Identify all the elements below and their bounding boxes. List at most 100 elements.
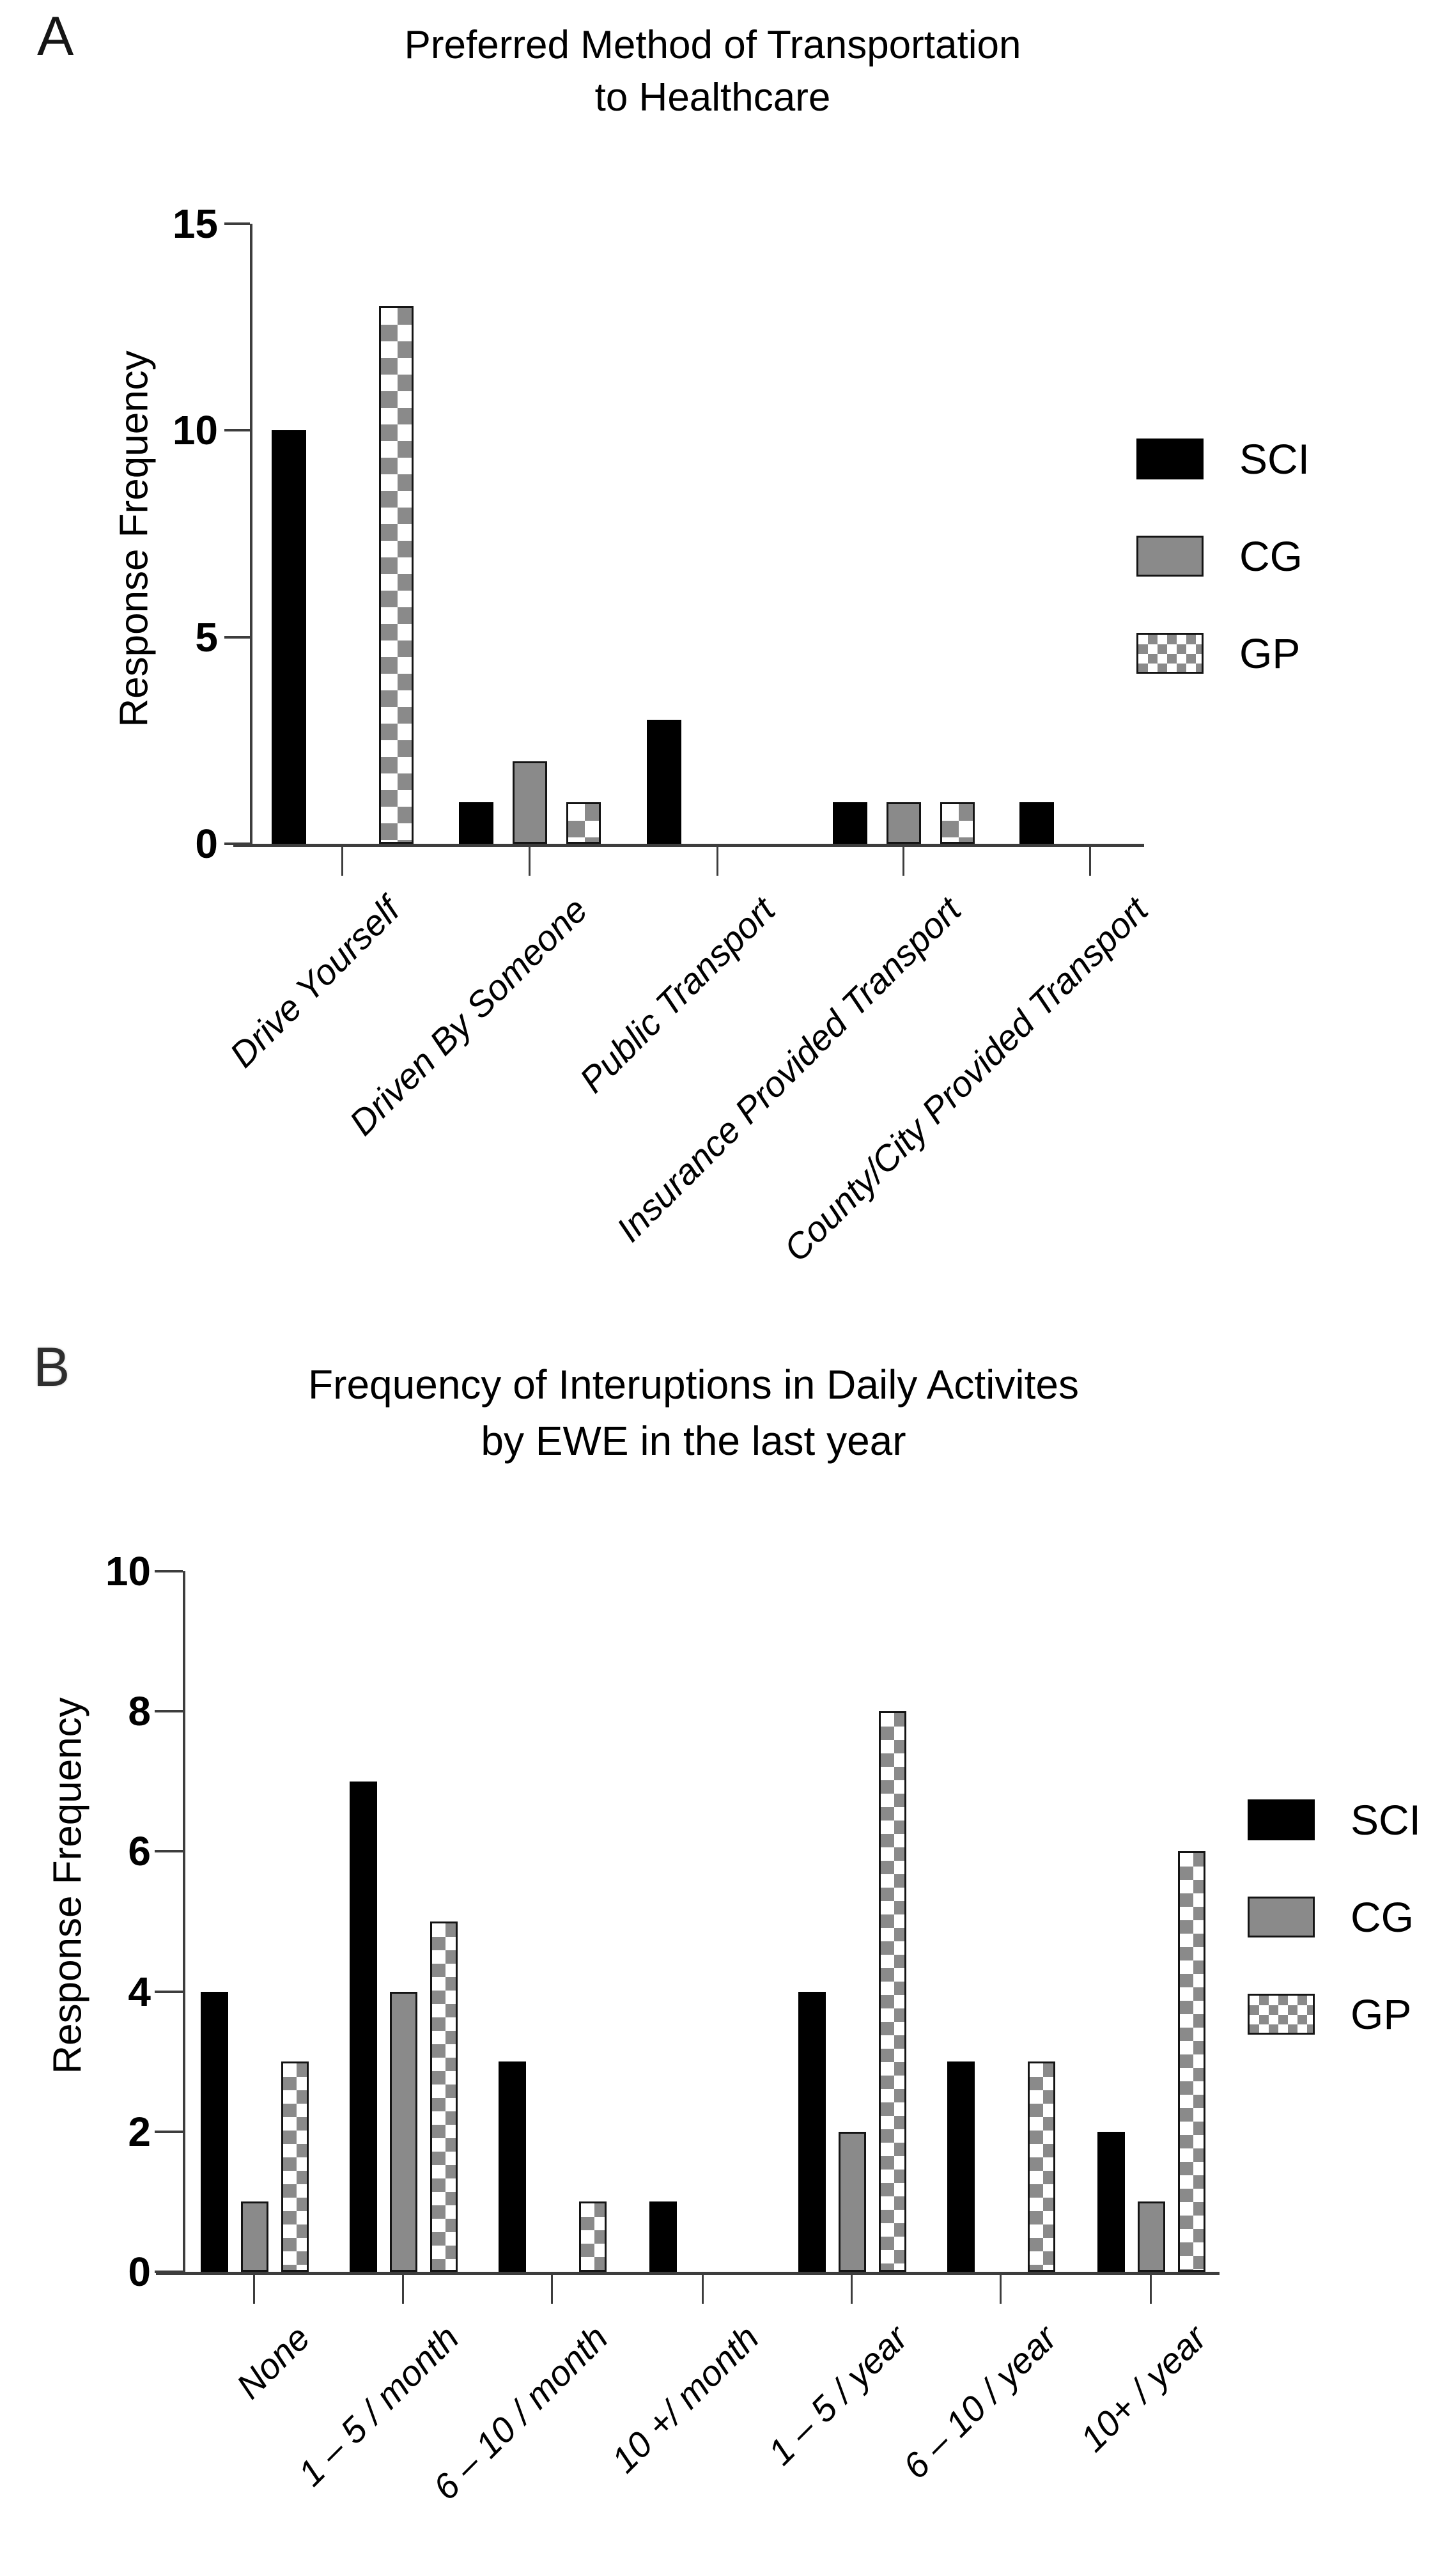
legend-swatch-gp xyxy=(1136,633,1204,674)
bar-gp-category-0 xyxy=(379,306,414,844)
bar-cg-category-1 xyxy=(389,1991,417,2272)
bar-gp-category-4 xyxy=(878,1711,906,2272)
x-category-label: 1 – 5 / month xyxy=(290,2317,467,2494)
bar-sci-category-3 xyxy=(649,2201,677,2272)
panel-a-title-line2: to Healthcare xyxy=(594,75,831,120)
bar-gp-category-3 xyxy=(940,802,975,844)
y-axis-tick-label: 0 xyxy=(128,2249,151,2295)
y-axis-tick-label: 15 xyxy=(172,201,218,247)
y-axis-tick-label: 6 xyxy=(128,1828,151,1875)
x-axis-line xyxy=(233,844,1144,847)
bar-sci-category-3 xyxy=(833,802,867,844)
bar-cg-category-1 xyxy=(513,761,547,844)
bar-sci-category-1 xyxy=(349,1781,377,2272)
x-axis-tick xyxy=(402,2274,404,2304)
x-axis-tick xyxy=(529,846,531,876)
x-category-label: Insurance Provided Transport xyxy=(608,889,969,1250)
bar-sci-category-1 xyxy=(459,802,493,844)
panel-b-y-axis-label: Response Frequency xyxy=(45,1697,90,2074)
panel-a-label: A xyxy=(37,6,74,67)
x-category-label: None xyxy=(228,2317,318,2407)
x-axis-tick xyxy=(1000,2274,1002,2304)
x-axis-line xyxy=(156,2272,1220,2275)
bar-gp-category-6 xyxy=(1177,1851,1205,2272)
bar-gp-category-5 xyxy=(1027,2061,1055,2272)
x-axis-tick xyxy=(902,846,904,876)
legend-swatch-sci xyxy=(1136,439,1204,479)
x-axis-tick xyxy=(702,2274,704,2304)
bar-cg-category-0 xyxy=(240,2201,268,2272)
legend-swatch-cg xyxy=(1248,1897,1315,1937)
bar-sci-category-0 xyxy=(272,430,306,844)
bar-cg-category-3 xyxy=(887,802,921,844)
x-axis-tick xyxy=(551,2274,553,2304)
y-axis-tick xyxy=(155,2130,183,2133)
y-axis-tick-label: 0 xyxy=(195,821,218,867)
bar-sci-category-6 xyxy=(1097,2131,1125,2272)
x-category-label: Driven By Someone xyxy=(341,889,595,1143)
panel-a-y-axis-label: Response Frequency xyxy=(112,350,157,727)
y-axis-tick xyxy=(224,635,250,639)
legend-swatch-gp xyxy=(1248,1994,1315,2035)
bar-sci-category-2 xyxy=(647,720,681,844)
bar-sci-category-4 xyxy=(1019,802,1054,844)
panel-b-title-line1: Frequency of Interuptions in Daily Activ… xyxy=(308,1362,1079,1408)
y-axis-tick xyxy=(155,1850,183,1853)
y-axis-tick xyxy=(224,429,250,432)
legend-label-sci: SCI xyxy=(1351,1796,1421,1844)
x-axis-tick xyxy=(716,846,718,876)
bar-sci-category-4 xyxy=(798,1991,826,2272)
y-axis-tick xyxy=(155,1710,183,1713)
bar-sci-category-2 xyxy=(498,2061,526,2272)
panel-b-title-line2: by EWE in the last year xyxy=(481,1418,906,1464)
bar-gp-category-1 xyxy=(566,802,601,844)
legend-label-sci: SCI xyxy=(1239,435,1310,483)
bar-sci-category-0 xyxy=(200,1991,228,2272)
legend-swatch-sci xyxy=(1248,1799,1315,1840)
x-axis-tick xyxy=(1089,846,1091,876)
y-axis-tick-label: 5 xyxy=(195,614,218,660)
bar-gp-category-2 xyxy=(578,2201,607,2272)
legend-label-gp: GP xyxy=(1351,1991,1412,2038)
x-category-label: 6 – 10 / month xyxy=(425,2317,616,2508)
legend-label-cg: CG xyxy=(1239,532,1303,580)
x-axis-tick xyxy=(851,2274,853,2304)
y-axis-tick-label: 10 xyxy=(172,407,218,454)
bar-sci-category-5 xyxy=(947,2061,975,2272)
panel-a-title: Preferred Method of Transportation to He… xyxy=(405,19,1021,124)
legend-swatch-cg xyxy=(1136,536,1204,577)
x-category-label: County/City Provided Transport xyxy=(775,889,1156,1269)
x-category-label: 6 – 10 / year xyxy=(895,2317,1064,2487)
x-category-label: Drive Yourself xyxy=(222,889,408,1075)
y-axis-line xyxy=(250,224,252,847)
y-axis-tick-label: 8 xyxy=(128,1688,151,1735)
x-category-label: 10 +/ month xyxy=(603,2317,766,2481)
y-axis-tick xyxy=(224,222,250,225)
y-axis-tick-label: 2 xyxy=(128,2108,151,2155)
y-axis-tick xyxy=(155,1570,183,1572)
y-axis-tick-label: 10 xyxy=(105,1548,151,1594)
bar-cg-category-6 xyxy=(1137,2201,1165,2272)
x-axis-tick xyxy=(1150,2274,1152,2304)
bar-gp-category-0 xyxy=(281,2061,309,2272)
x-axis-tick xyxy=(253,2274,255,2304)
bar-cg-category-4 xyxy=(838,2131,866,2272)
y-axis-tick xyxy=(224,842,250,845)
panel-a-title-line1: Preferred Method of Transportation xyxy=(404,23,1021,67)
legend-label-cg: CG xyxy=(1351,1893,1414,1941)
x-category-label: 1 – 5 / year xyxy=(760,2317,915,2473)
bar-gp-category-1 xyxy=(430,1921,458,2272)
panel-b-label: B xyxy=(33,1337,70,1398)
x-category-label: 10+ / year xyxy=(1073,2317,1214,2460)
panel-b-title: Frequency of Interuptions in Daily Activ… xyxy=(308,1356,1079,1469)
y-axis-tick xyxy=(155,1990,183,1993)
legend-label-gp: GP xyxy=(1239,630,1301,677)
y-axis-line xyxy=(183,1571,185,2275)
y-axis-tick-label: 4 xyxy=(128,1968,151,2015)
x-axis-tick xyxy=(341,846,343,876)
